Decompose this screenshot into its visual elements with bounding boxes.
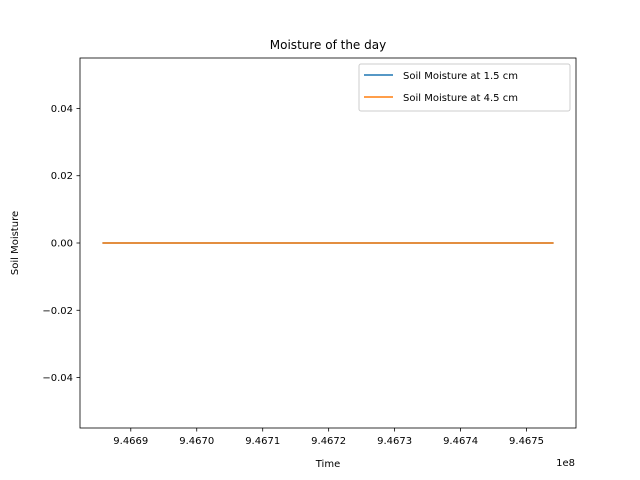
x-axis-label: Time [315,459,340,470]
x-tick-label: 9.4673 [377,436,412,447]
chart-title: Moisture of the day [270,38,386,52]
x-tick-label: 9.4675 [509,436,544,447]
legend-label-2: Soil Moisture at 4.5 cm [403,93,518,104]
x-tick-label: 9.4672 [311,436,346,447]
x-tick-label: 9.4671 [245,436,280,447]
legend-box [358,63,571,112]
x-tick-label: 9.4670 [179,436,214,447]
x-tick-label: 9.4669 [113,436,148,447]
legend: Soil Moisture at 1.5 cm Soil Moisture at… [358,63,571,112]
legend-label-1: Soil Moisture at 1.5 cm [403,71,518,82]
y-axis-label: Soil Moisture [10,211,21,275]
y-tick-label: −0.04 [42,373,73,384]
y-tick-label: −0.02 [42,306,73,317]
y-tick-label: 0.04 [51,104,73,115]
x-axis-offset-label: 1e8 [556,458,575,469]
y-tick-label: 0.00 [51,239,73,250]
x-tick-label: 9.4674 [443,436,478,447]
y-tick-label: 0.02 [51,171,73,182]
